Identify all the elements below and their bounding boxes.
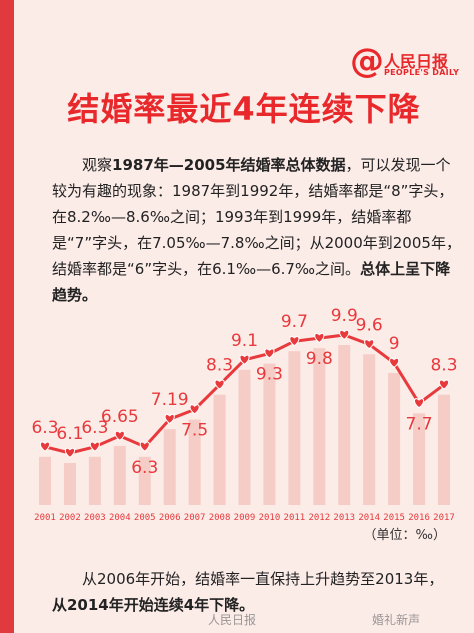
page-title: 结婚率最近4年连续下降 xyxy=(67,90,421,128)
logo-name-cn: 人民日报 xyxy=(384,52,449,71)
heart-marker-2013 xyxy=(339,329,350,341)
logo-at-icon: @ xyxy=(350,41,384,81)
description-intro: 观察 xyxy=(82,156,113,174)
heart-marker-2015 xyxy=(389,357,400,368)
value-label-2006: 7.19 xyxy=(151,390,189,410)
x-tick-2002: 2002 xyxy=(59,513,81,523)
x-tick-2006: 2006 xyxy=(159,513,181,523)
heart-marker-2017 xyxy=(438,379,450,390)
bar-2016 xyxy=(413,413,426,505)
bar-2015 xyxy=(388,372,401,505)
x-tick-2003: 2003 xyxy=(84,513,106,523)
bar-2014 xyxy=(363,354,376,505)
logo: @ 人民日报 PEOPLE'S DAILY xyxy=(350,44,460,88)
bar-2011 xyxy=(288,351,301,505)
bar-2008 xyxy=(213,394,226,505)
value-label-2013: 9.9 xyxy=(331,306,358,326)
watermark-people-daily: 人民日报 xyxy=(208,613,257,627)
bar-2005 xyxy=(138,456,151,505)
value-label-2016: 7.7 xyxy=(406,414,433,434)
description-highlight: 1987年—2005年结婚率总体数据 xyxy=(112,156,346,174)
heart-marker-2003 xyxy=(89,441,100,452)
x-tick-2012: 2012 xyxy=(308,513,330,523)
footer-line-2-bold: 从2014年开始连续4年下降。 xyxy=(52,596,255,614)
bar-2010 xyxy=(263,363,276,505)
heart-marker-2011 xyxy=(289,335,300,347)
value-label-2005: 6.3 xyxy=(131,458,158,478)
footer-line-2: 从2014年开始连续4年下降。 xyxy=(52,592,462,618)
description-body: ，可以发现一个较为有趣的现象：1987年到1992年，结婚率都是“8”字头，在8… xyxy=(52,156,461,278)
heart-marker-2001 xyxy=(39,441,51,452)
heart-marker-2007 xyxy=(189,404,200,415)
description-conclusion: 总体上呈下降趋势。 xyxy=(52,260,451,304)
description-paragraph: 观察1987年—2005年结婚率总体数据，可以发现一个较为有趣的现象：1987年… xyxy=(52,152,462,308)
x-tick-2009: 2009 xyxy=(234,513,256,523)
left-accent-bar xyxy=(0,0,14,633)
bar-2004 xyxy=(113,445,126,505)
value-label-2008: 8.3 xyxy=(206,356,233,376)
value-label-2011: 9.7 xyxy=(281,312,308,332)
bar-2006 xyxy=(163,429,176,505)
value-label-2004: 6.65 xyxy=(101,407,139,427)
x-tick-2016: 2016 xyxy=(408,513,430,523)
x-tick-2001: 2001 xyxy=(34,513,56,523)
unit-note: （单位：‰） xyxy=(364,528,446,543)
x-tick-2013: 2013 xyxy=(333,513,355,523)
heart-marker-2004 xyxy=(114,430,125,441)
x-tick-2014: 2014 xyxy=(358,513,380,523)
heart-marker-2014 xyxy=(364,339,375,350)
bar-2013 xyxy=(338,345,351,505)
value-label-2014: 9.6 xyxy=(356,315,383,335)
value-label-2010: 9.3 xyxy=(256,365,283,385)
bar-2012 xyxy=(313,348,326,505)
heart-marker-2002 xyxy=(64,447,75,459)
heart-marker-2010 xyxy=(264,348,275,359)
value-label-2012: 9.8 xyxy=(306,349,333,369)
footer-line-1: 从2006年开始，结婚率一直保持上升趋势至2013年， xyxy=(82,570,444,588)
value-label-2017: 8.3 xyxy=(430,356,457,376)
x-tick-2011: 2011 xyxy=(284,513,306,523)
bar-2001 xyxy=(39,456,51,505)
x-tick-2017: 2017 xyxy=(433,513,455,523)
x-tick-2015: 2015 xyxy=(383,513,405,523)
x-tick-2007: 2007 xyxy=(184,513,206,523)
x-tick-2010: 2010 xyxy=(259,513,281,523)
bar-2003 xyxy=(88,456,101,505)
bar-2017 xyxy=(438,394,450,505)
value-label-2001: 6.3 xyxy=(31,418,58,438)
description: 观察1987年—2005年结婚率总体数据，可以发现一个较为有趣的现象：1987年… xyxy=(52,152,462,308)
x-tick-2004: 2004 xyxy=(109,513,131,523)
logo-name-en: PEOPLE'S DAILY xyxy=(384,68,460,77)
x-tick-2008: 2008 xyxy=(209,513,231,523)
heart-marker-2006 xyxy=(164,413,175,425)
watermark-wedding: 婚礼新声 xyxy=(372,613,421,627)
value-label-2015: 9 xyxy=(389,334,400,354)
value-label-2003: 6.3 xyxy=(81,418,108,438)
footer-text: 从2006年开始，结婚率一直保持上升趋势至2013年， 从2014年开始连续4年… xyxy=(52,566,462,618)
x-tick-2005: 2005 xyxy=(134,513,156,523)
bar-2002 xyxy=(63,463,76,505)
value-label-2002: 6.1 xyxy=(56,424,83,444)
heart-marker-2016 xyxy=(414,398,425,409)
heart-marker-2005 xyxy=(139,441,150,452)
heart-marker-2012 xyxy=(314,332,325,344)
heart-marker-2009 xyxy=(239,354,250,365)
value-label-2007: 7.5 xyxy=(181,421,208,441)
value-label-2009: 9.1 xyxy=(231,331,258,351)
heart-marker-2008 xyxy=(214,379,225,390)
bar-2009 xyxy=(238,369,251,505)
bar-2007 xyxy=(188,419,201,505)
